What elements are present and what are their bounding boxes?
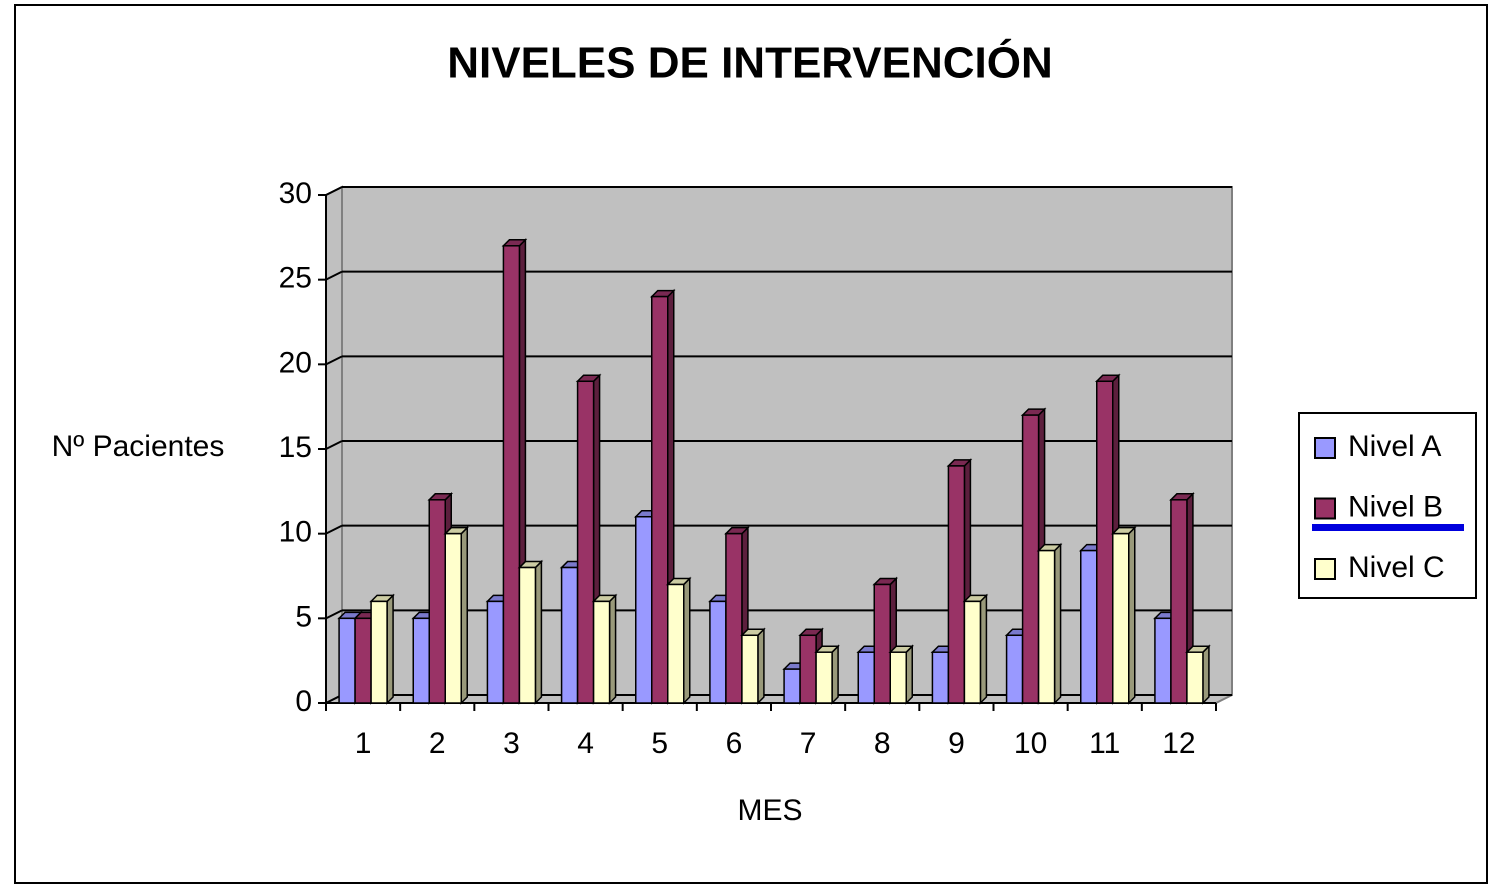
x-tick-label: 12 [1162, 727, 1195, 760]
x-axis-label: MES [737, 794, 802, 827]
bar-side [534, 559, 543, 705]
x-tick-label: 11 [1089, 727, 1120, 760]
bar-front [1154, 617, 1172, 704]
bar-front [592, 600, 611, 704]
bar-front [354, 617, 372, 704]
x-tick-label: 8 [874, 727, 891, 760]
bar-front [1005, 634, 1024, 704]
x-tick-label: 1 [355, 727, 372, 760]
chart-title: NIVELES DE INTERVENCIÓN [447, 38, 1053, 88]
y-tick-label: 25 [279, 262, 312, 295]
x-tick-label: 10 [1014, 727, 1047, 760]
bar-front [651, 295, 669, 704]
bar-side [979, 593, 988, 705]
grid-line-side [325, 524, 343, 535]
grid-line-side [325, 186, 343, 196]
x-tick-label: 2 [429, 727, 446, 760]
bar-front [1037, 549, 1056, 704]
bar-front [1186, 651, 1204, 704]
bar [1185, 644, 1211, 705]
bar-side [1053, 542, 1062, 705]
bar-side [1202, 644, 1210, 705]
bar-side [831, 644, 839, 705]
bar-front [1080, 549, 1098, 704]
bar-front [412, 617, 430, 704]
bar-front [947, 465, 966, 704]
bar [517, 559, 544, 705]
bar-side [460, 525, 468, 705]
legend-swatch [1314, 558, 1336, 580]
bar-front [518, 566, 537, 704]
bar-front [799, 634, 817, 704]
bar [740, 627, 766, 705]
bar-front [635, 515, 653, 704]
bar-side [757, 627, 765, 705]
bar-front [783, 668, 801, 704]
x-tick-label: 6 [726, 727, 743, 760]
bar [962, 593, 989, 705]
bar-front [931, 651, 950, 704]
bar-front [857, 651, 875, 704]
y-tick-label: 30 [279, 177, 312, 210]
bar-front [667, 583, 685, 704]
bar-front [815, 651, 833, 704]
bar-side [386, 593, 394, 705]
grid-line-side [325, 440, 343, 450]
grid-line-side [325, 609, 343, 620]
bar-front [560, 566, 579, 704]
bar-front [1112, 532, 1130, 704]
y-tick-label: 20 [279, 346, 312, 379]
x-tick-label: 9 [948, 727, 965, 760]
y-tick-label: 0 [295, 685, 312, 718]
y-tick-label: 10 [279, 516, 312, 549]
legend-label: Nivel C [1348, 551, 1445, 584]
bar-front [1170, 499, 1188, 704]
bar-side [1128, 525, 1136, 705]
x-tick-label: 4 [577, 727, 594, 760]
y-tick-label: 5 [295, 600, 312, 633]
bar-front [338, 617, 356, 704]
x-tick-label: 7 [800, 727, 817, 760]
selection-underline [1312, 524, 1464, 531]
legend-swatch [1314, 437, 1336, 459]
bar-front [709, 600, 727, 704]
bar [814, 644, 840, 705]
x-tick-label: 5 [651, 727, 668, 760]
bar [1110, 525, 1137, 705]
bar [591, 593, 618, 705]
bar-front [576, 380, 595, 704]
bar [665, 576, 692, 705]
bar [369, 593, 395, 705]
bar-front [873, 583, 891, 704]
y-axis-label: Nº Pacientes [52, 430, 225, 463]
bar-side [905, 644, 913, 705]
legend-label: Nivel A [1348, 430, 1441, 463]
legend-label: Nivel B [1348, 490, 1443, 523]
bar-front [889, 651, 907, 704]
bar-front [1096, 380, 1114, 704]
bar-front [725, 532, 743, 704]
bar-front [444, 532, 462, 704]
bar-side [683, 576, 691, 705]
bar-front [741, 634, 759, 704]
y-tick-label: 15 [279, 431, 312, 464]
bar [888, 644, 915, 705]
bar-front [502, 245, 521, 704]
bar-front [370, 600, 388, 704]
bar [443, 525, 470, 705]
bar-front [963, 600, 982, 704]
x-tick-label: 3 [503, 727, 520, 760]
legend-swatch [1314, 497, 1336, 520]
grid-line-side [325, 355, 343, 366]
bar-side [608, 593, 617, 705]
bar-front [486, 600, 505, 704]
bar [575, 373, 602, 705]
bar-front [1021, 414, 1040, 704]
bar-front [428, 499, 446, 704]
grid-line-side [325, 270, 343, 281]
bar [1036, 542, 1063, 705]
